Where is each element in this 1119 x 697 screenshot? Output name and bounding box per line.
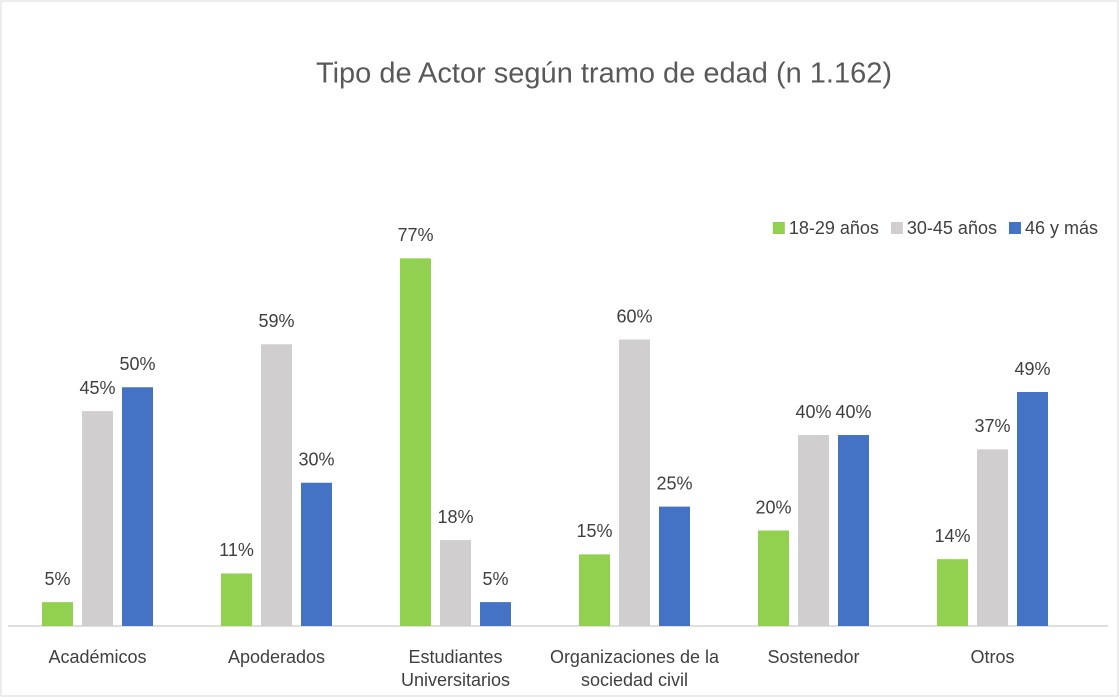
data-label: 30%	[298, 450, 334, 470]
bar	[579, 554, 610, 626]
bar	[937, 559, 968, 626]
bar	[977, 449, 1008, 626]
legend-label: 30-45 años	[907, 218, 997, 238]
bar	[838, 435, 869, 626]
bar	[440, 540, 471, 626]
data-label: 40%	[795, 402, 831, 422]
bar	[619, 339, 650, 626]
x-tick-label: Otros	[970, 647, 1015, 667]
bar	[798, 435, 829, 626]
bar	[1017, 392, 1048, 626]
data-label: 20%	[755, 497, 791, 517]
data-label: 49%	[1014, 359, 1050, 379]
bar	[42, 602, 73, 626]
data-label: 25%	[656, 473, 692, 493]
x-tick-label: Apoderados	[227, 647, 326, 667]
legend-swatch	[1008, 222, 1021, 234]
data-label: 15%	[576, 521, 612, 541]
data-label: 77%	[397, 225, 433, 245]
chart-title: Tipo de Actor según tramo de edad (n 1.1…	[316, 58, 892, 90]
legend-label: 18-29 años	[789, 218, 879, 238]
bar	[758, 530, 789, 626]
bar	[400, 258, 431, 626]
bar	[221, 573, 252, 626]
data-label: 45%	[79, 378, 115, 398]
x-tick-label: Organizaciones de la sociedad civil	[549, 647, 720, 690]
legend-swatch	[772, 222, 785, 234]
data-label: 5%	[482, 569, 508, 589]
data-label: 50%	[119, 354, 155, 374]
data-label: 40%	[835, 402, 871, 422]
bar	[480, 602, 511, 626]
data-label: 14%	[934, 526, 970, 546]
x-tick-label: Estudiantes Universitarios	[400, 647, 511, 690]
bar	[82, 411, 113, 626]
bar	[261, 344, 292, 626]
legend-label: 46 y más	[1025, 218, 1098, 238]
bar	[301, 482, 332, 626]
data-label: 11%	[219, 540, 254, 560]
bar	[122, 387, 153, 626]
data-label: 60%	[616, 306, 652, 326]
x-tick-label: Sostenedor	[767, 647, 860, 667]
data-label: 5%	[44, 569, 70, 589]
x-tick-label: Académicos	[48, 647, 147, 667]
data-label: 37%	[974, 416, 1010, 436]
legend-swatch	[890, 222, 903, 234]
data-label: 18%	[437, 507, 473, 527]
bar	[659, 506, 690, 626]
data-label: 59%	[258, 311, 294, 331]
